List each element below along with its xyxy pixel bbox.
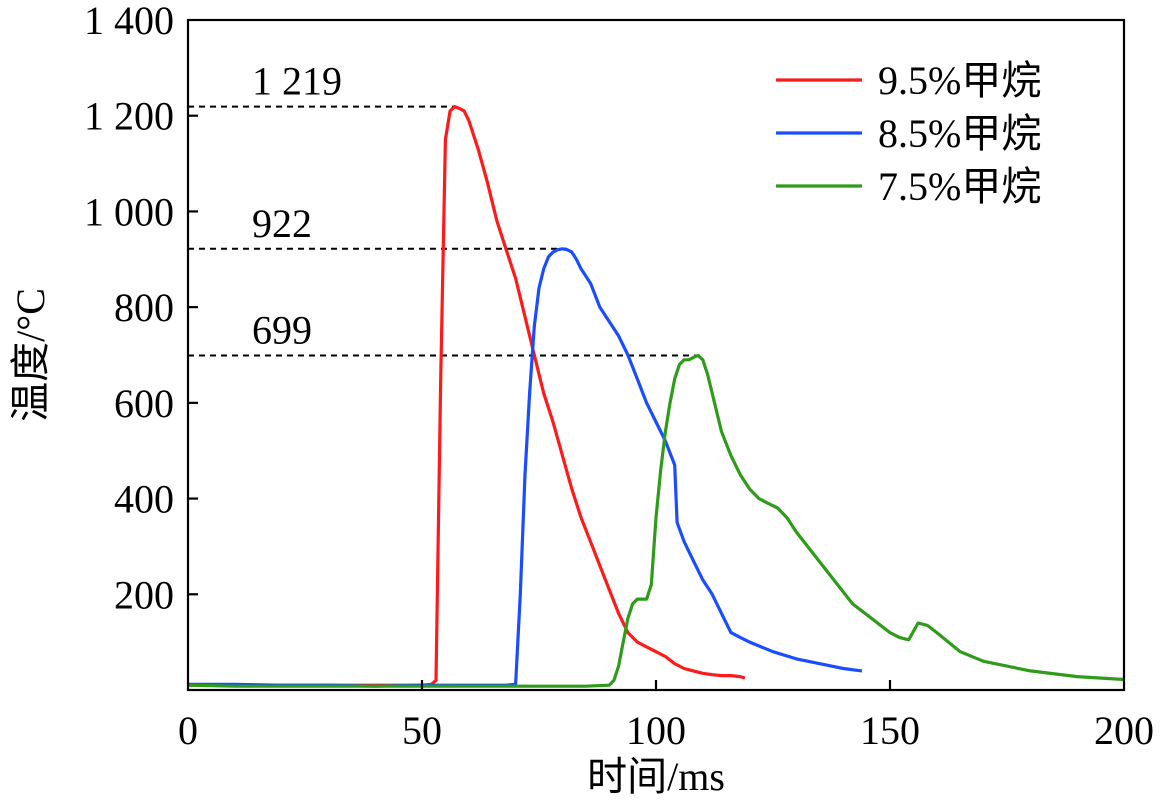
x-tick-label: 100: [626, 708, 686, 753]
tick-labels: 0 50 100 150 200 200 400 600 800 1 000 1 200 1 400: [84, 0, 1154, 753]
y-tick-label: 800: [114, 285, 174, 330]
series-line-1: [188, 104, 746, 687]
reference-value-label: 1 219: [252, 59, 342, 104]
reference-lines: [188, 105, 703, 357]
series-line-3: [187, 353, 1125, 688]
legend-label: 7.5%甲烷: [878, 164, 1041, 209]
y-tick-label: 200: [114, 572, 174, 617]
reference-labels: 1 219 922 699: [252, 59, 342, 353]
y-tick-label: 1 200: [84, 94, 174, 139]
x-tick-label: 200: [1094, 708, 1154, 753]
series-lines: [187, 104, 1125, 688]
legend-label: 9.5%甲烷: [878, 58, 1041, 103]
y-tick-label: 600: [114, 381, 174, 426]
x-tick-label: 150: [860, 708, 920, 753]
x-axis-label: 时间/ms: [587, 754, 725, 799]
reference-value-label: 699: [252, 307, 312, 352]
y-tick-label: 400: [114, 477, 174, 522]
x-tick-label: 50: [402, 708, 442, 753]
legend: 9.5%甲烷 8.5%甲烷 7.5%甲烷: [776, 58, 1041, 209]
y-tick-label: 1 000: [84, 189, 174, 234]
axis-ticks: [188, 114, 892, 690]
y-axis-label: 温度/°C: [8, 288, 53, 422]
series-line-2: [188, 247, 863, 688]
y-tick-label: 1 400: [84, 0, 174, 43]
reference-value-label: 922: [252, 201, 312, 246]
legend-label: 8.5%甲烷: [878, 111, 1041, 156]
x-tick-label: 0: [178, 708, 198, 753]
